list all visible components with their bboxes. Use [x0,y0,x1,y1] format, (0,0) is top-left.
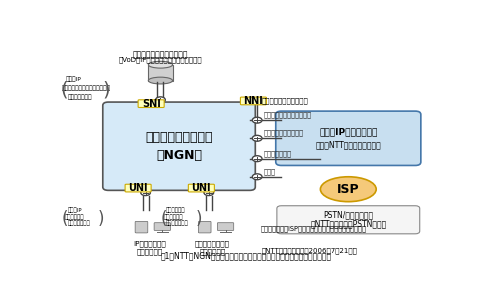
Circle shape [156,97,165,103]
Text: 利用ユーザー: 利用ユーザー [199,249,226,255]
Text: 【インタラクティブ通信】: 【インタラクティブ通信】 [264,112,312,118]
FancyBboxPatch shape [154,223,170,230]
FancyBboxPatch shape [188,184,215,192]
Text: 図1　NTTのNGNフィールド・トライアルで開示されているインタフェース: 図1 NTTのNGNフィールド・トライアルで開示されているインタフェース [160,252,332,260]
Text: IP通信サービス: IP通信サービス [133,241,166,248]
Ellipse shape [148,61,172,68]
Text: (: ( [62,210,68,228]
FancyBboxPatch shape [217,223,234,230]
Text: アプリケーション・サーバ: アプリケーション・サーバ [132,50,188,59]
Text: ): ) [196,210,202,228]
Circle shape [252,117,262,123]
Text: 次世代イーサ: 次世代イーサ [166,207,185,213]
Text: NNI: NNI [243,96,264,106]
Text: ISP: ISP [337,183,360,196]
Text: 【ユニキャスト通信】: 【ユニキャスト通信】 [264,130,304,136]
Circle shape [252,174,262,180]
Circle shape [204,190,214,196]
Text: （他社NTT地域会社を含む）: （他社NTT地域会社を含む） [315,141,381,150]
Text: （注）: （注） [264,168,276,175]
FancyBboxPatch shape [240,97,266,105]
Text: 次世代IP: 次世代IP [66,76,82,81]
Text: （NGN）: （NGN） [156,149,202,162]
Text: ): ) [97,210,104,228]
Text: 次世代ネットワーク: 次世代ネットワーク [145,131,213,144]
Circle shape [252,156,262,162]
Text: 次世代IPネットワーク: 次世代IPネットワーク [319,127,377,136]
FancyBboxPatch shape [148,65,172,81]
FancyBboxPatch shape [125,184,151,192]
Text: インタフェース: インタフェース [67,221,90,226]
FancyBboxPatch shape [103,102,255,190]
Text: 【NTT報道発表資料：2006年7月21日】: 【NTT報道発表資料：2006年7月21日】 [261,248,357,254]
Text: ユーザー・網: ユーザー・網 [163,214,183,220]
Text: 利用ユーザー: 利用ユーザー [136,249,162,255]
FancyBboxPatch shape [198,221,211,233]
Text: ユーザー・網: ユーザー・網 [65,214,84,220]
Text: イーサ・サービス: イーサ・サービス [195,241,230,248]
Text: インタフェース: インタフェース [67,94,92,100]
FancyBboxPatch shape [276,111,421,166]
Text: PSTN/移動体事業者: PSTN/移動体事業者 [323,210,373,219]
Text: SNI: SNI [142,99,160,109]
Text: UNI: UNI [192,183,211,193]
Text: インタフェース: インタフェース [166,221,189,226]
Text: アプリケーション・サーバ・網: アプリケーション・サーバ・網 [62,85,111,91]
Text: ): ) [103,80,110,99]
Text: （VoD、IP放送、アプリケーション等）: （VoD、IP放送、アプリケーション等） [119,57,202,64]
Text: (: ( [160,210,167,228]
FancyBboxPatch shape [138,100,164,108]
Text: （NTT地域会社のPSTN経由）: （NTT地域会社のPSTN経由） [310,219,386,228]
Text: UNI: UNI [128,183,148,193]
Text: (: ( [60,80,68,99]
FancyBboxPatch shape [277,206,420,234]
Ellipse shape [148,77,172,84]
Circle shape [141,190,150,196]
Text: 【イーサ通信】: 【イーサ通信】 [264,150,292,157]
Circle shape [252,135,262,141]
Text: （網間インタフェース）: （網間インタフェース） [262,98,309,104]
Text: 次世代IP: 次世代IP [67,207,82,213]
Text: （注）：現行のISP接続機能と同様のインタフェース条件: （注）：現行のISP接続機能と同様のインタフェース条件 [261,225,367,232]
Ellipse shape [321,177,376,202]
FancyBboxPatch shape [135,221,148,233]
